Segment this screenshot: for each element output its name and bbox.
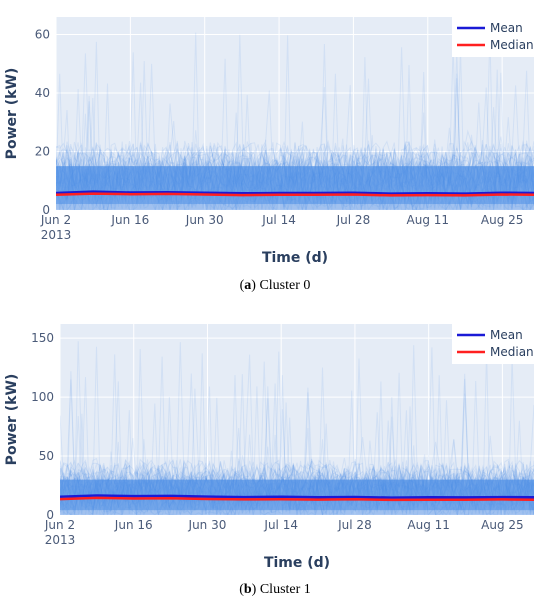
trace-line: [56, 73, 534, 189]
legend: Mean Median: [452, 17, 534, 57]
x-tick-label: Jun 30: [185, 213, 224, 227]
x-tick-label: Aug 25: [481, 518, 524, 532]
x-tick-label: Aug 25: [481, 213, 524, 227]
x-tick-label: Jun 16: [110, 213, 149, 227]
trace-line: [56, 34, 534, 194]
y-tick-label: 150: [31, 331, 54, 345]
legend-label-mean: Mean: [490, 21, 523, 35]
x-tick-label: Jul 14: [261, 213, 296, 227]
caption-text: Cluster 1: [259, 582, 311, 597]
trace-band-base: [56, 204, 534, 210]
y-tick-label: 50: [39, 449, 54, 463]
x-tick-year-label: 2013: [41, 228, 72, 242]
chart-panel-cluster-1: Jun 2 Jun 16 Jun 30 Jul 14 Jul 28 Aug 11 Aug 2…: [0, 307, 550, 603]
x-tick-label: Jun 2: [40, 213, 71, 227]
legend: Mean Median: [452, 324, 534, 364]
series-line-median: [56, 192, 534, 197]
x-tick-label: Jul 28: [337, 518, 372, 532]
chart-cluster-0: Jun 2 Jun 16 Jun 30 Jul 14 Jul 28 Aug 11 Aug 2…: [4, 17, 534, 266]
x-tick-label: Jul 28: [336, 213, 371, 227]
legend-box: [452, 324, 534, 364]
x-tick-year-label: 2013: [45, 533, 76, 547]
x-tick-label: Jun 2: [44, 518, 75, 532]
x-tick-label: Aug 11: [407, 518, 450, 532]
chart-panel-cluster-0: Jun 2 Jun 16 Jun 30 Jul 14 Jul 28 Aug 11 Aug 2…: [0, 0, 550, 300]
y-tick-label: 40: [35, 86, 50, 100]
chart-cluster-1: Jun 2 Jun 16 Jun 30 Jul 14 Jul 28 Aug 11 Aug 2…: [4, 324, 534, 571]
x-axis-title: Time (d): [264, 555, 330, 571]
caption-label: b: [243, 582, 252, 597]
x-tick-label: Jul 14: [263, 518, 298, 532]
legend-label-median: Median: [490, 345, 534, 359]
y-axis-title: Power (kW): [4, 374, 20, 466]
trace-band-base: [60, 510, 534, 515]
x-tick-label: Aug 11: [407, 213, 450, 227]
caption-cluster-0: (a) Cluster 0: [239, 278, 311, 293]
trace-band-core: [56, 166, 534, 205]
legend-label-mean: Mean: [490, 328, 523, 342]
caption-cluster-1: (b) Cluster 1: [239, 582, 311, 597]
y-tick-label: 0: [42, 203, 50, 217]
y-tick-label: 100: [31, 390, 54, 404]
caption-label: a: [244, 278, 252, 293]
legend-box: [452, 17, 534, 57]
x-axis-title: Time (d): [262, 250, 328, 266]
series-line-median: [60, 496, 534, 502]
y-tick-label: 60: [35, 28, 50, 42]
x-tick-label: Jun 16: [114, 518, 153, 532]
y-axis-title: Power (kW): [4, 68, 20, 160]
y-tick-label: 20: [35, 145, 50, 159]
x-tick-label: Jun 30: [188, 518, 227, 532]
series-line-mean: [60, 494, 534, 499]
series-line-mean: [56, 190, 534, 195]
legend-label-median: Median: [490, 38, 534, 52]
y-tick-label: 0: [46, 508, 54, 522]
caption-text: Cluster 0: [259, 278, 311, 293]
